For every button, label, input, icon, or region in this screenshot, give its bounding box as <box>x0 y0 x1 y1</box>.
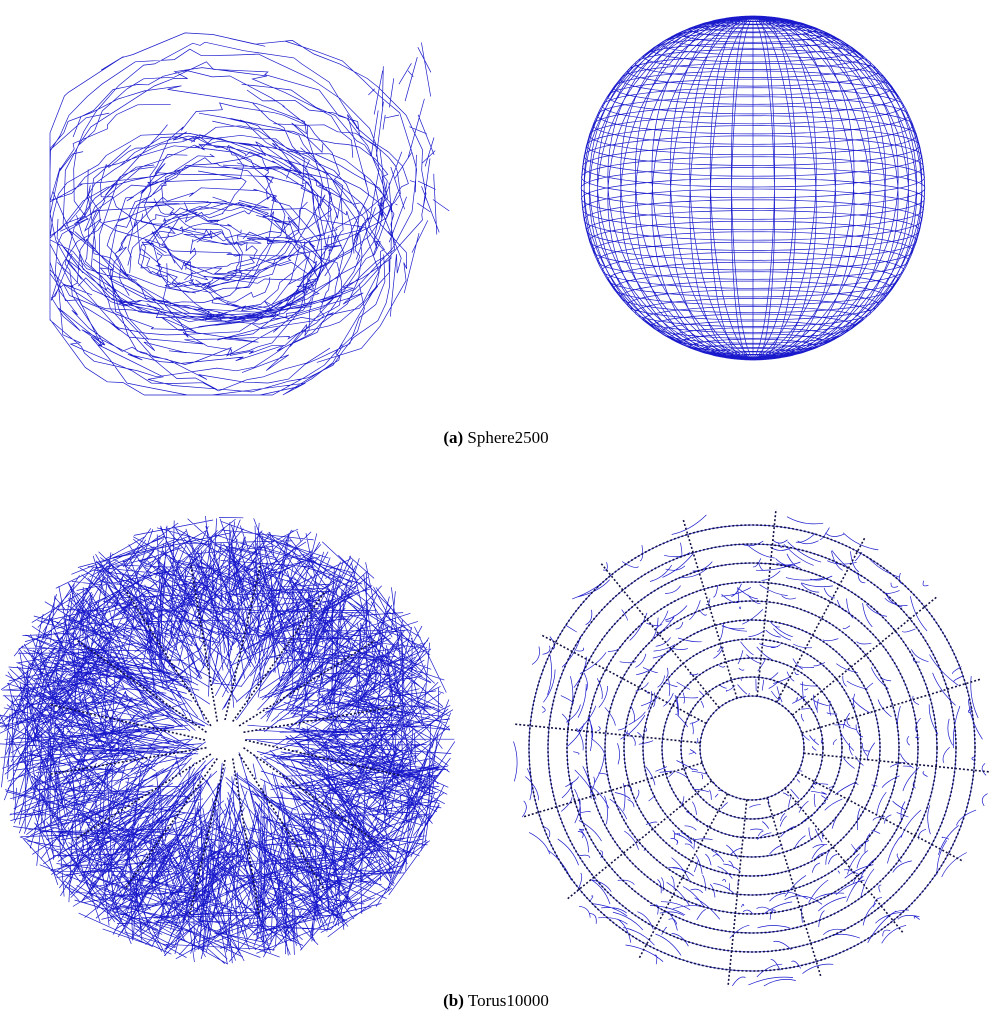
caption-a: (a) Sphere2500 <box>443 428 548 447</box>
caption-label: (a) <box>443 428 463 447</box>
caption-text: Torus10000 <box>468 991 549 1010</box>
wireframe-initial-sphere <box>49 32 450 396</box>
caption-label: (b) <box>443 991 464 1010</box>
wireframe-optimized-torus-edges <box>513 509 991 987</box>
wireframe-optimized-sphere <box>580 15 926 361</box>
caption-b: (b) Torus10000 <box>443 991 549 1010</box>
wireframe-initial-torus <box>0 516 456 965</box>
wireframe-initial-torus-edges <box>48 563 402 917</box>
wireframe-optimized-torus <box>513 514 988 987</box>
caption-text: Sphere2500 <box>467 428 548 447</box>
